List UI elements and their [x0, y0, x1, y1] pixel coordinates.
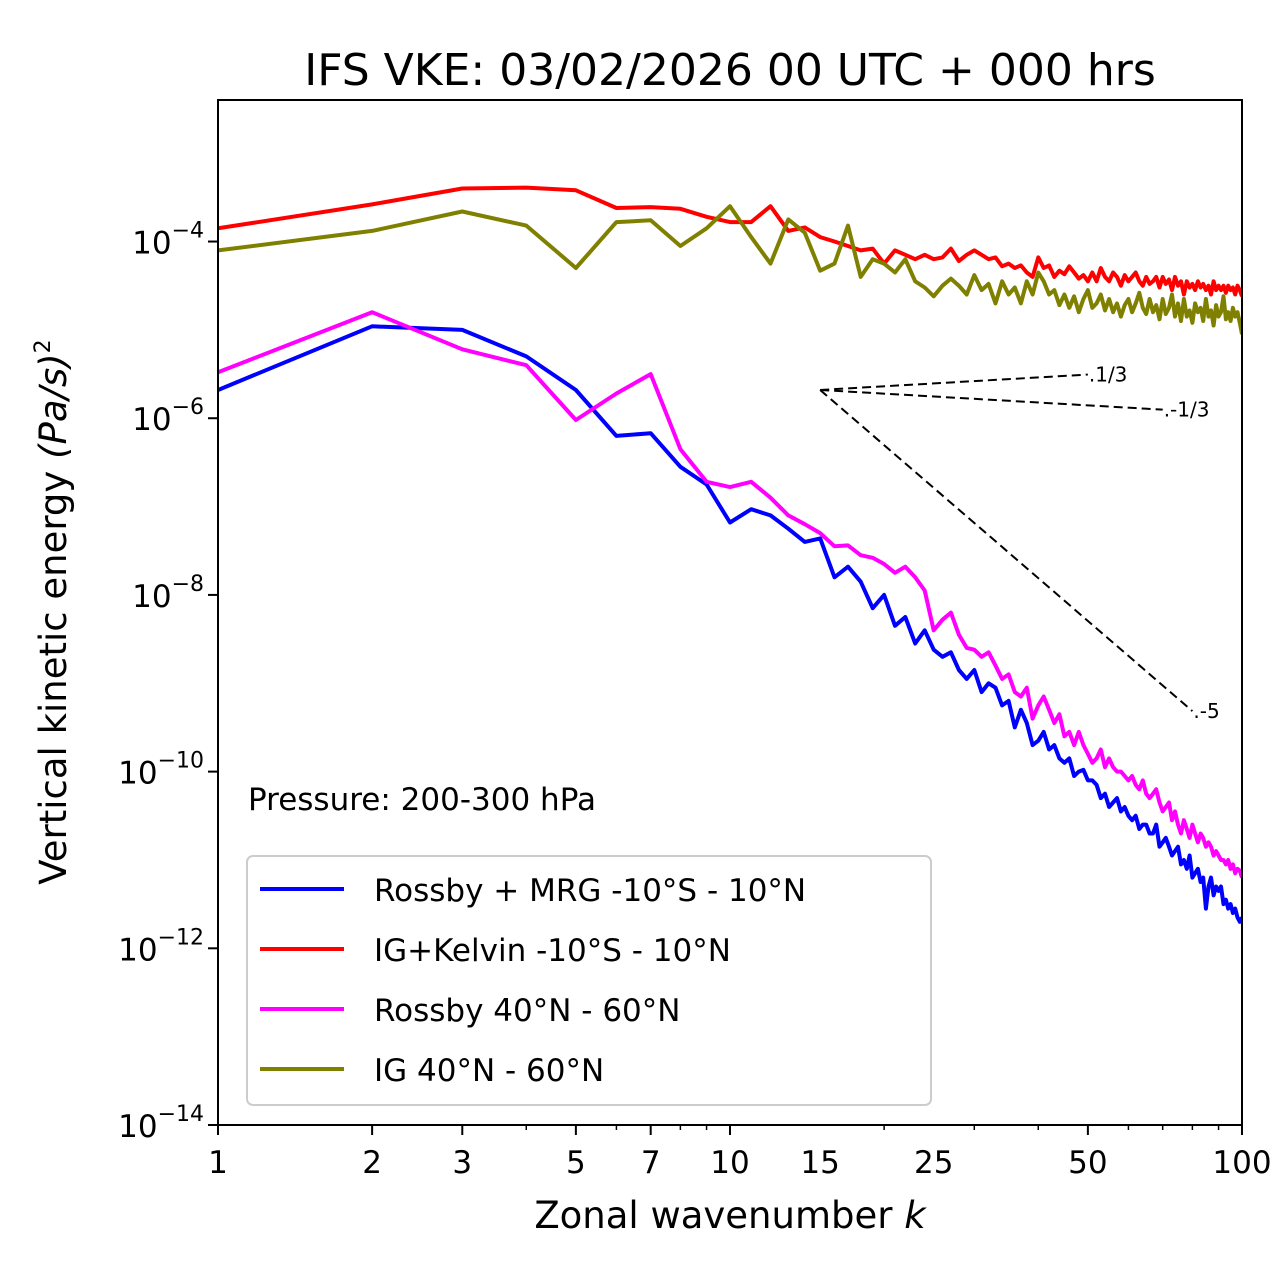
chart-title: IFS VKE: 03/02/2026 00 UTC + 000 hrs [304, 45, 1156, 96]
reference-slope-line-3 [819, 389, 1194, 712]
reference-slope-label-3: .-5 [1193, 699, 1219, 723]
y-tick-label: 10−4 [132, 219, 204, 262]
series-line-3 [218, 310, 1242, 879]
y-axis-label: Vertical kinetic energy (Pa/s)2 [31, 339, 75, 884]
x-tick-label: 7 [641, 1145, 661, 1181]
y-axis: 10−4 10−6 10−8 10−10 10−12 10−14 [118, 219, 218, 1145]
reference-slopes: .1/3 .-1/3 .-5 [819, 363, 1220, 723]
legend-label-3: Rossby 40°N - 60°N [374, 993, 680, 1029]
y-tick-label: 10−12 [118, 925, 204, 968]
x-tick-label: 100 [1212, 1145, 1271, 1181]
x-tick-label: 25 [914, 1145, 953, 1181]
series-line-4 [218, 204, 1242, 335]
reference-slope-label-1: .1/3 [1089, 363, 1128, 387]
legend-frame [246, 855, 932, 1106]
y-tick-label: 10−8 [132, 572, 204, 615]
x-tick-label: 10 [710, 1145, 749, 1181]
y-tick-label: 10−10 [118, 749, 204, 792]
legend-label-1: Rossby + MRG -10°S - 10°N [374, 873, 806, 909]
series-layer [218, 185, 1242, 924]
x-tick-label: 15 [800, 1145, 839, 1181]
y-tick-label: 10−14 [118, 1102, 204, 1145]
x-tick-label: 1 [208, 1145, 228, 1181]
series-line-2 [218, 185, 1242, 297]
x-axis-label: Zonal wavenumber k [534, 1194, 927, 1237]
pressure-annotation: Pressure: 200-300 hPa [248, 782, 596, 818]
series-line-1 [218, 324, 1242, 924]
x-tick-label: 50 [1068, 1145, 1107, 1181]
x-tick-label: 2 [362, 1145, 382, 1181]
x-tick-label: 3 [452, 1145, 472, 1181]
reference-slope-line-1 [820, 373, 1088, 391]
legend-label-4: IG 40°N - 60°N [374, 1053, 604, 1089]
reference-slope-label-2: .-1/3 [1164, 398, 1210, 422]
legend: Rossby + MRG -10°S - 10°N IG+Kelvin -10°S… [246, 855, 932, 1106]
x-tick-label: 5 [566, 1145, 586, 1181]
reference-slope-line-2 [820, 388, 1163, 411]
legend-label-2: IG+Kelvin -10°S - 10°N [374, 933, 731, 969]
y-tick-label: 10−6 [132, 395, 204, 438]
x-axis: 1 2 3 5 7 10 15 25 50 100 [208, 1125, 1272, 1181]
